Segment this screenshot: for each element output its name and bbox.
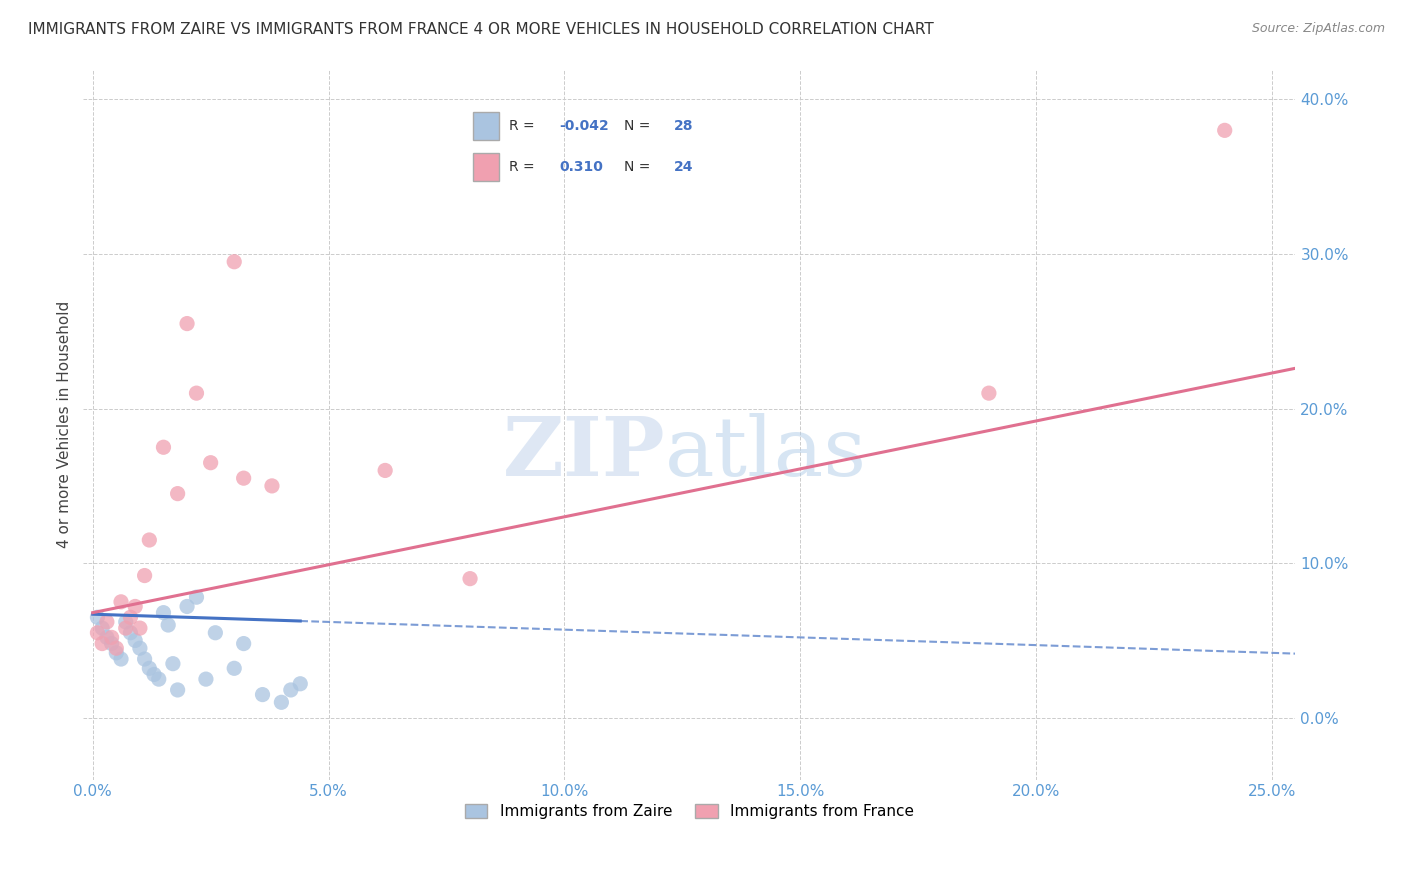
Point (143, 667, 166, 681)
Point (120, 625, 142, 640)
Point (148, 672, 170, 686)
Text: IMMIGRANTS FROM ZAIRE VS IMMIGRANTS FROM FRANCE 4 OR MORE VEHICLES IN HOUSEHOLD : IMMIGRANTS FROM ZAIRE VS IMMIGRANTS FROM… (28, 22, 934, 37)
Point (124, 599, 146, 614)
Point (232, 636, 254, 650)
Point (96, 615, 118, 629)
Point (134, 568, 156, 582)
Point (120, 610, 142, 624)
Point (91, 636, 114, 650)
Point (114, 615, 136, 629)
Point (110, 595, 132, 609)
Point (1213, 123, 1236, 137)
Point (166, 486, 188, 500)
Point (138, 533, 160, 547)
Point (232, 471, 254, 485)
Point (176, 599, 198, 614)
Text: Source: ZipAtlas.com: Source: ZipAtlas.com (1251, 22, 1385, 36)
Point (162, 657, 184, 671)
Point (270, 695, 292, 709)
Point (100, 631, 122, 645)
Point (224, 661, 246, 675)
Point (128, 621, 150, 635)
Point (138, 661, 160, 675)
Point (224, 254, 246, 268)
Point (176, 317, 198, 331)
Point (458, 572, 481, 586)
Text: atlas: atlas (665, 412, 868, 492)
Point (86, 610, 108, 624)
Point (124, 633, 146, 648)
Y-axis label: 4 or more Vehicles in Household: 4 or more Vehicles in Household (58, 301, 72, 548)
Point (186, 386, 208, 401)
Point (152, 606, 174, 620)
Point (134, 652, 156, 666)
Point (252, 688, 274, 702)
Point (105, 641, 128, 656)
Point (186, 591, 208, 605)
Point (200, 456, 222, 470)
Point (86, 625, 108, 640)
Point (114, 621, 136, 635)
Point (204, 625, 226, 640)
Point (166, 682, 188, 697)
Point (91, 621, 114, 635)
Point (194, 672, 217, 686)
Point (977, 386, 1000, 401)
Legend: Immigrants from Zaire, Immigrants from France: Immigrants from Zaire, Immigrants from F… (458, 798, 921, 825)
Point (128, 641, 150, 656)
Point (290, 677, 312, 691)
Point (100, 636, 122, 650)
Point (280, 682, 302, 697)
Point (260, 479, 283, 493)
Point (110, 652, 132, 666)
Point (105, 646, 128, 660)
Point (374, 463, 396, 477)
Point (157, 618, 180, 632)
Text: ZIP: ZIP (502, 412, 665, 492)
Point (96, 631, 118, 645)
Point (152, 440, 174, 454)
